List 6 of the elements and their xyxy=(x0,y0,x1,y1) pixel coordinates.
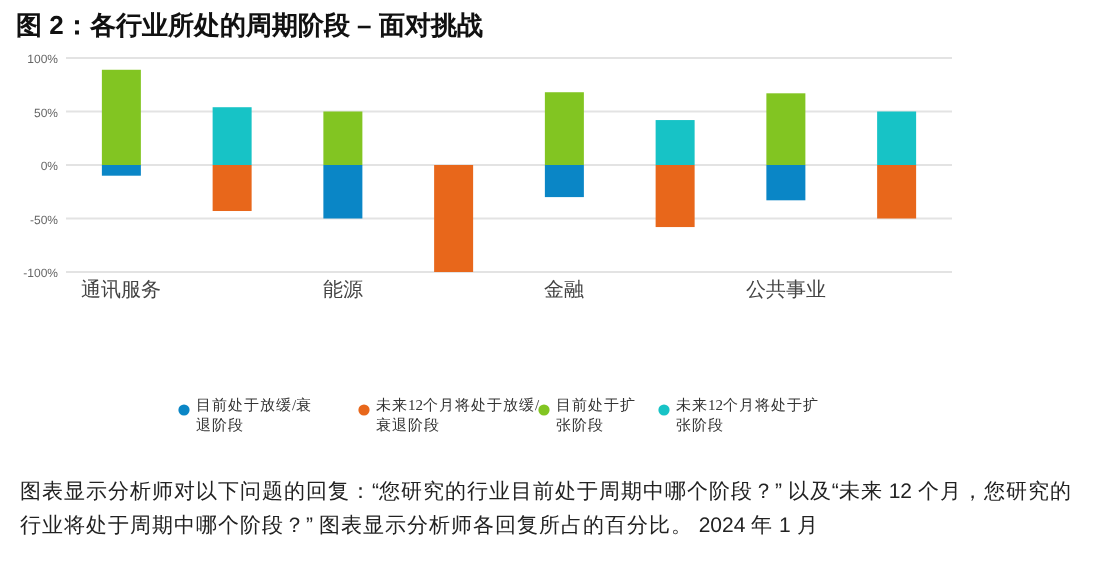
title: 图 2：各行业所处的周期阶段 – 面对挑战 xyxy=(16,10,483,40)
x-tick-label: 通讯服务 xyxy=(81,278,162,302)
x-tick-label: 金融 xyxy=(544,278,585,302)
text: 图表显示分析师对以下问题的回复：“您研究的行业目前处于周期中哪个阶段？” 以及“未来 12 个月，您研究的行业将处于周期中哪个阶段？” 图表显示分析师各回复所占的百分比。 2024 年 1 月 xyxy=(20,478,1074,542)
x-tick-label: 能源 xyxy=(322,278,363,302)
x-tick-label: 公共事业 xyxy=(745,278,826,302)
